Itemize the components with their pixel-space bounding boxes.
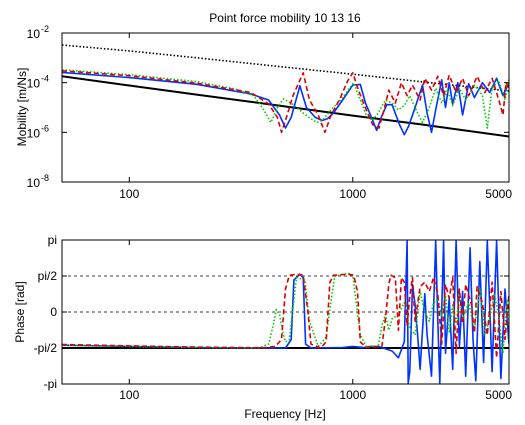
phase-x-tick-label: 5000 [485,388,512,402]
phase-y-tick-label: pi/2 [38,269,58,283]
mobility-x-ticks: 100 1000 5000 [119,33,512,201]
mobility-y-tick-label: 10 [27,27,41,41]
mobility-y-tick-exponent: -2 [41,24,49,34]
mobility-series-line [62,44,509,92]
phase-y-tick-label: -pi/2 [34,341,58,355]
mobility-series-line [62,70,509,134]
phase-series [62,240,509,384]
phase-y-ticks: pi pi/2 0 -pi/2 -pi [34,233,509,391]
phase-series-line [62,273,509,359]
mobility-y-tick-exponent: -4 [41,74,49,84]
phase-y-tick-label: pi [48,233,57,247]
phase-x-axis-label: Frequency [Hz] [244,407,325,421]
phase-y-axis-label: Phase [rad] [13,281,27,342]
mobility-y-tick-label: 10 [27,176,41,190]
mobility-y-tick-exponent: -8 [41,173,49,183]
phase-y-tick-label: 0 [50,305,57,319]
mobility-x-tick-label: 5000 [485,187,512,201]
mobility-series-line [62,71,509,136]
phase-x-tick-label: 100 [119,388,139,402]
phase-x-ticks: 100 1000 5000 [119,240,512,402]
mobility-y-tick-exponent: -6 [41,123,49,133]
mobility-y-tick-label: 10 [27,126,41,140]
chart-title: Point force mobility 10 13 16 [209,11,361,25]
mobility-x-tick-label: 1000 [339,187,366,201]
phase-plot-frame [61,239,510,385]
phase-x-tick-label: 1000 [339,388,366,402]
mobility-y-tick-label: 10 [27,77,41,91]
phase-series-line [62,240,509,384]
phase-y-tick-label: -pi [44,377,57,391]
mobility-series [62,44,509,138]
mobility-plot-frame [61,32,510,183]
phase-series-line [62,272,509,355]
mobility-plot: Point force mobility 10 13 16 Mobility [… [15,11,512,201]
mobility-series-line [62,75,509,138]
mobility-series-line [62,69,509,129]
mobility-x-tick-label: 100 [119,187,139,201]
phase-plot: Phase [rad] Frequency [Hz] pi pi/2 0 -pi/2 -… [13,233,512,421]
mobility-y-axis-label: Mobility [m/Ns] [15,68,29,147]
